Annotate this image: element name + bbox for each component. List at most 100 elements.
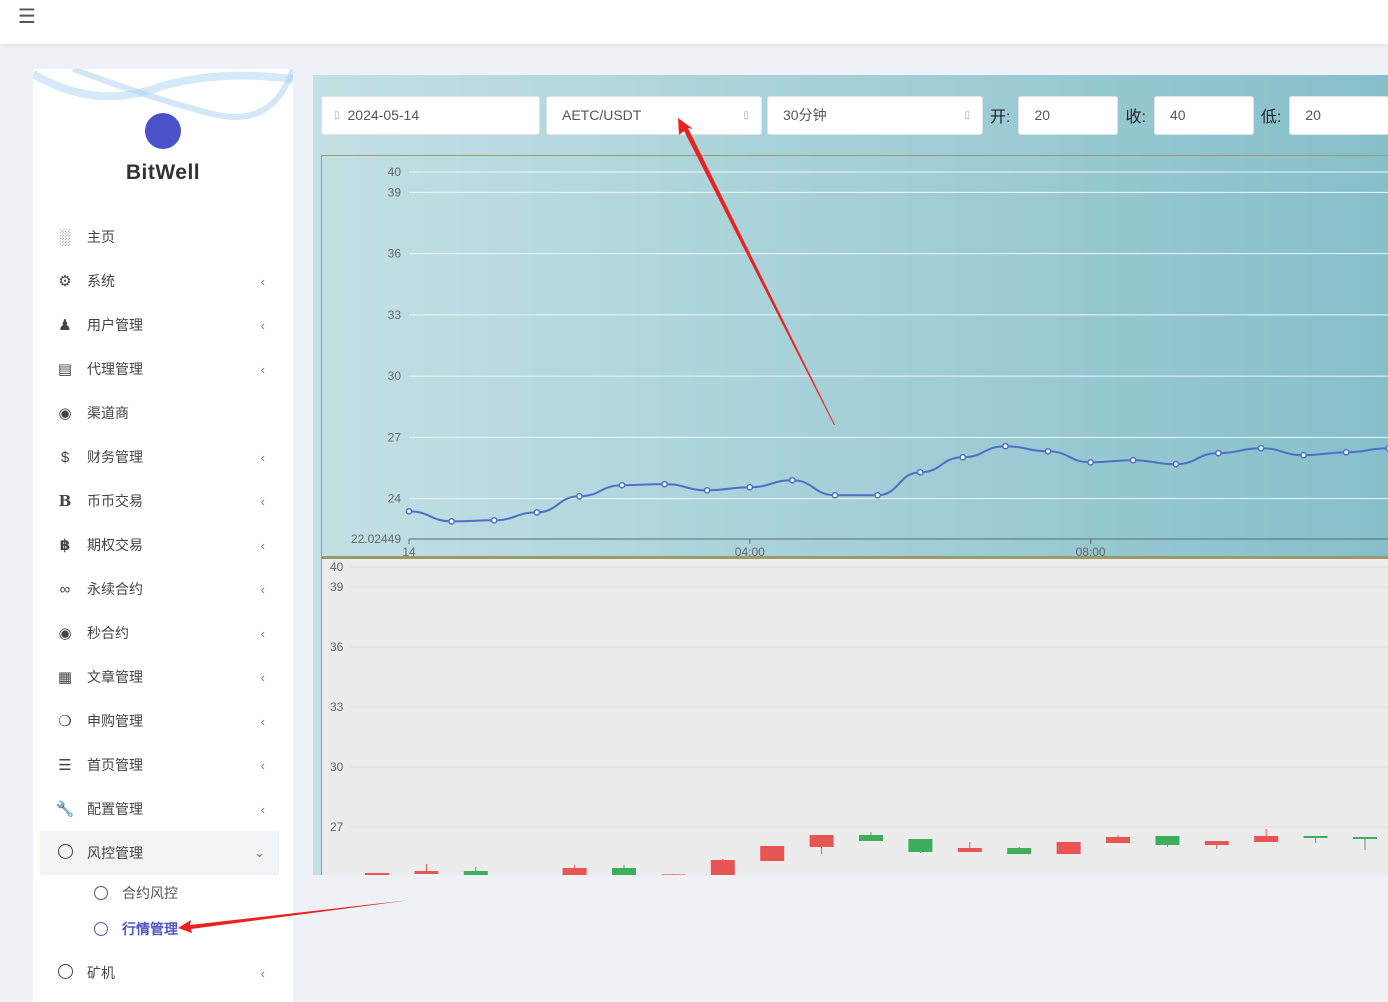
pair-value: AETC/USDT <box>562 107 642 123</box>
sidebar-item-label: 矿机 <box>87 965 115 981</box>
pair-select[interactable]: AETC/USDT ▯ <box>546 95 762 135</box>
bitwell-logo <box>145 113 181 149</box>
close-value: 40 <box>1169 107 1186 123</box>
candle-down <box>1303 836 1328 838</box>
sidebar-item[interactable]: ∞ 永续合约 ‹ <box>40 567 279 611</box>
sidebar-item-label: 代理管理 <box>87 361 143 377</box>
data-point <box>959 453 967 461</box>
y-tick-label: 40 <box>330 560 344 574</box>
candle-down <box>859 835 883 841</box>
x-tick-label: 04:00 <box>735 545 765 558</box>
chevron-left-icon: ‹ <box>260 713 265 729</box>
y-tick-label: 40 <box>388 165 402 179</box>
sidebar-item-label: 申购管理 <box>87 713 143 729</box>
wrench-icon: 🔧 <box>55 801 75 818</box>
chevron-left-icon: ‹ <box>260 965 265 981</box>
b-letter-icon: B <box>58 492 72 510</box>
low-input[interactable]: 20 <box>1289 95 1388 135</box>
y-tick-label: 33 <box>388 308 402 322</box>
y-tick-label: 27 <box>330 820 344 834</box>
candle-down <box>1353 837 1377 839</box>
candle-up <box>1056 842 1081 854</box>
chevron-left-icon: ‹ <box>260 669 265 685</box>
toolbar: ▯ 2024-05-14 AETC/USDT ▯ 30分钟 ▯ 开: 20 收:… <box>321 95 1388 135</box>
bitcoin-icon: ฿ <box>59 537 71 554</box>
dot-circle-icon: ◉ <box>58 625 72 642</box>
data-point <box>1044 447 1052 455</box>
chevron-left-icon: ‹ <box>260 581 265 597</box>
chevron-left-icon: ‹ <box>260 757 265 773</box>
data-point <box>746 483 754 491</box>
data-point <box>831 491 839 499</box>
sidebar-item-label: 文章管理 <box>87 669 143 685</box>
sidebar-item[interactable]: ฿ 期权交易 ‹ <box>40 523 279 567</box>
chevron-left-icon: ‹ <box>260 273 265 289</box>
sidebar-nav: ░ 主页 ⚙ 系统 ‹ ♟ 用户管理 ‹ ▤ 代理管理 ‹ ◉ 渠道商 $ 财务… <box>40 215 279 995</box>
sidebar-subitem[interactable]: 合约风控 <box>40 875 279 911</box>
candle-down <box>1155 836 1180 845</box>
user-tie-icon: ♟ <box>58 317 72 334</box>
user-circle-icon: ◉ <box>58 405 72 422</box>
line-chart[interactable]: 40 39 36 33 30 27 24 22.02449 14 04:00 08:00 <box>321 155 1388 559</box>
sidebar-item[interactable]: ♟ 用户管理 ‹ <box>40 303 279 347</box>
candle-up <box>1254 836 1279 842</box>
sidebar-item[interactable]: ▦ 文章管理 ‹ <box>40 655 279 699</box>
bar-chart-icon: ░ <box>59 228 71 246</box>
candle-up <box>414 871 439 874</box>
chevron-left-icon: ‹ <box>260 625 265 641</box>
sidebar-item[interactable]: 矿机 ‹ <box>40 951 279 995</box>
data-point <box>1087 458 1094 466</box>
y-tick-label: 30 <box>388 369 402 383</box>
y-tick-label: 39 <box>330 580 344 594</box>
x-tick-label: 08:00 <box>1076 545 1106 558</box>
data-point <box>703 486 711 494</box>
sidebar-subitem[interactable]: 行情管理 <box>40 911 279 947</box>
candle-down <box>612 868 636 875</box>
sidebar-item[interactable]: B 币币交易 ‹ <box>40 479 279 523</box>
chevron-left-icon: ‹ <box>260 801 265 817</box>
circle-icon <box>94 922 108 936</box>
sidebar-subitem-label: 行情管理 <box>122 921 178 937</box>
y-tick-label: 27 <box>388 430 402 444</box>
data-point <box>1215 449 1222 457</box>
sidebar-item[interactable]: 🔧 配置管理 ‹ <box>40 787 279 831</box>
sidebar-item[interactable]: ◉ 渠道商 <box>40 391 279 435</box>
sidebar-item[interactable]: ❍ 申购管理 ‹ <box>40 699 279 743</box>
date-value: 2024-05-14 <box>347 107 420 123</box>
date-field[interactable]: ▯ 2024-05-14 <box>321 95 540 135</box>
y-tick-label: 24 <box>388 492 402 506</box>
candlestick-chart-svg: 40 39 36 33 30 27 <box>330 560 1388 875</box>
candle-up <box>1204 841 1229 845</box>
data-point <box>1257 444 1265 452</box>
sidebar-item-label: 渠道商 <box>87 405 129 421</box>
sidebar-item[interactable]: 风控管理 ⌄ <box>40 831 279 875</box>
hamburger-icon[interactable]: ☰ <box>18 6 36 28</box>
chevron-left-icon: ‹ <box>260 537 265 553</box>
sidebar-item[interactable]: ▤ 代理管理 ‹ <box>40 347 279 391</box>
sidebar-item-label: 风控管理 <box>87 845 143 861</box>
sidebar-item[interactable]: ░ 主页 <box>40 215 279 259</box>
data-point <box>661 480 668 488</box>
circle-icon <box>55 843 75 863</box>
interval-select[interactable]: 30分钟 ▯ <box>767 95 983 135</box>
data-point <box>618 481 626 489</box>
candle-up <box>809 835 834 847</box>
data-point <box>448 517 455 525</box>
open-input[interactable]: 20 <box>1018 95 1119 135</box>
sidebar-item-label: 财务管理 <box>87 449 143 465</box>
candlestick-chart[interactable]: 40 39 36 33 30 27 <box>321 557 1388 875</box>
candle-up <box>957 848 982 852</box>
sidebar-item-label: 系统 <box>87 273 115 289</box>
close-input[interactable]: 40 <box>1153 95 1254 135</box>
sidebar-item[interactable]: ☰ 首页管理 ‹ <box>40 743 279 787</box>
y-tick-label: 30 <box>330 760 344 774</box>
sidebar-item[interactable]: ⚙ 系统 ‹ <box>40 259 279 303</box>
dropdown-icon: ▯ <box>743 109 749 121</box>
candle-down <box>908 839 933 852</box>
y-tick-label: 22.02449 <box>351 532 401 546</box>
sidebar-item[interactable]: $ 财务管理 ‹ <box>40 435 279 479</box>
sidebar-item[interactable]: ◉ 秒合约 ‹ <box>40 611 279 655</box>
data-point <box>490 516 498 524</box>
data-point <box>1002 442 1009 450</box>
